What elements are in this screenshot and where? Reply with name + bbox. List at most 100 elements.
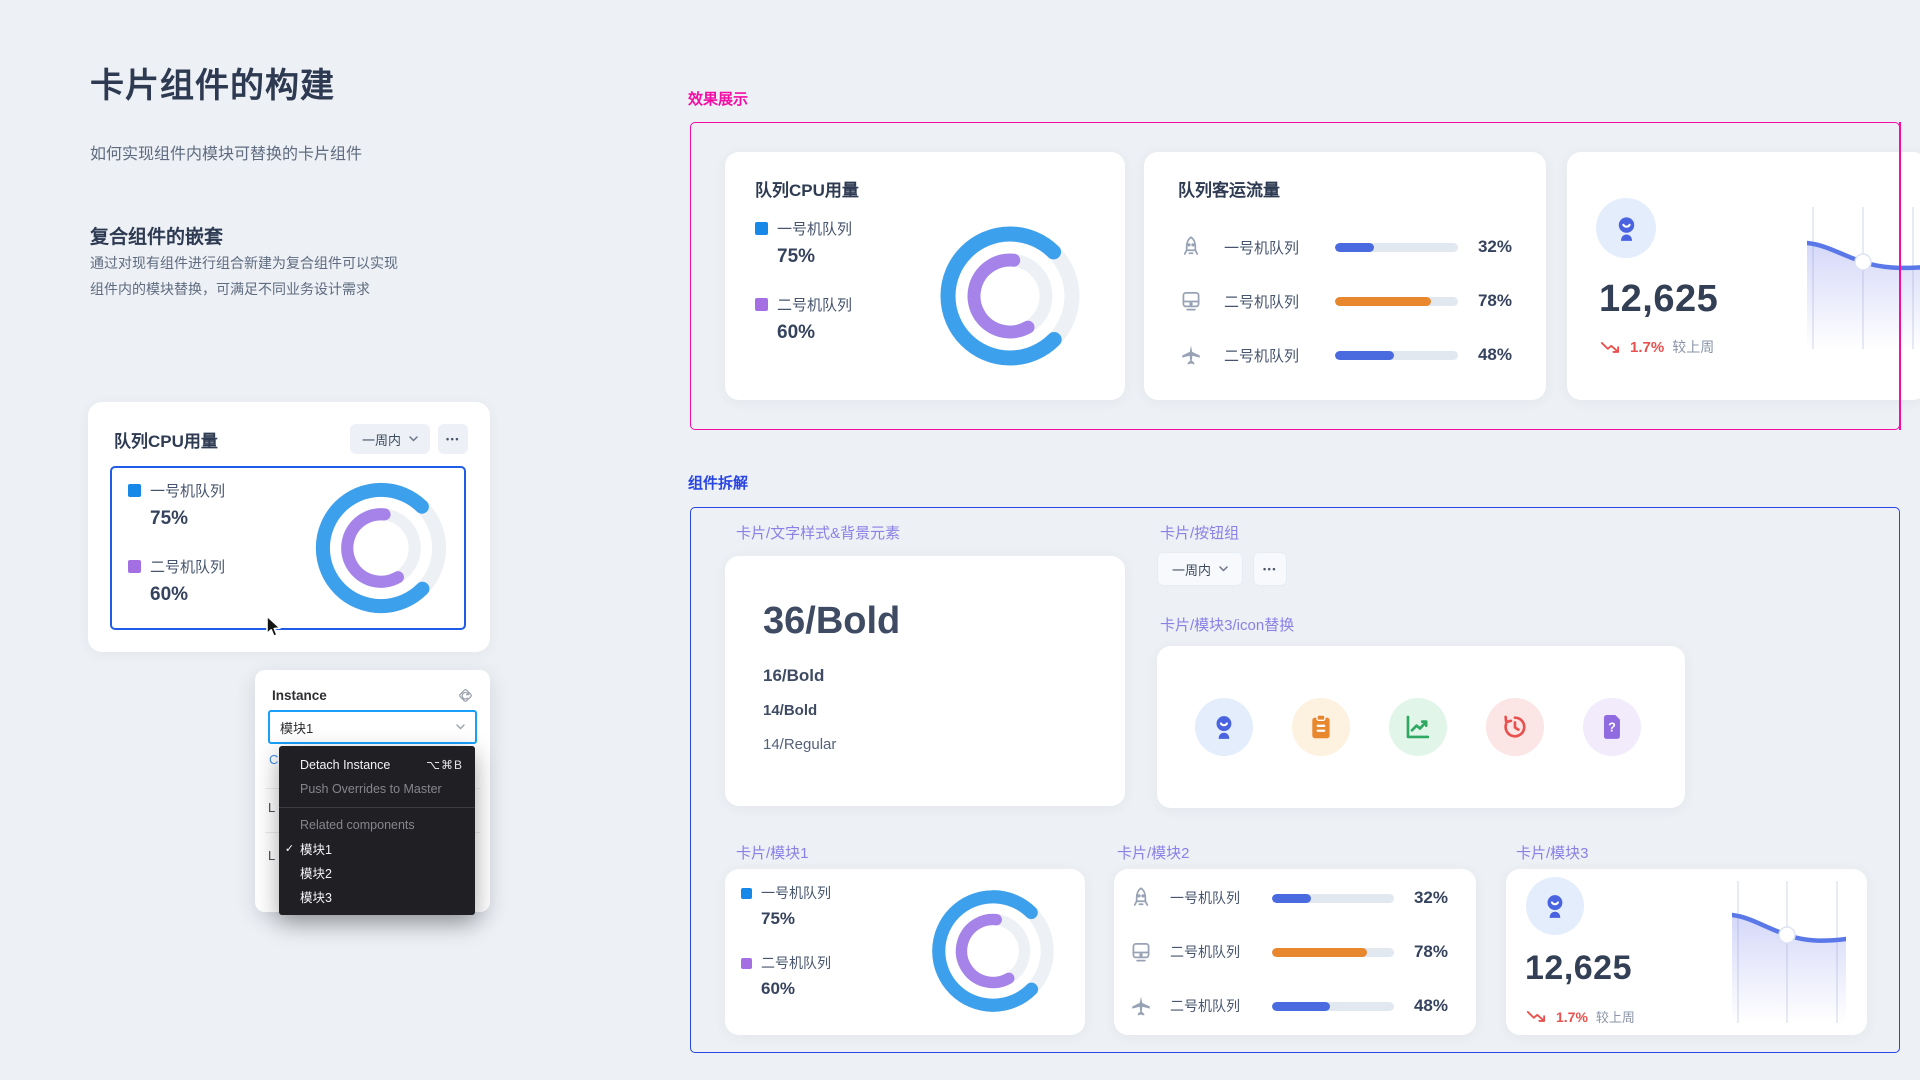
context-menu: Detach Instance ⌥⌘B Push Overrides to Ma… <box>279 746 475 915</box>
progress-track <box>1271 1001 1394 1011</box>
figma-selection-rect[interactable]: 一号机队列 75% 二号机队列 60% <box>110 466 466 630</box>
progress-fill <box>1335 242 1375 252</box>
rocket-icon <box>1128 885 1154 911</box>
progress-fill <box>1335 296 1431 306</box>
rocket-icon <box>1178 234 1204 260</box>
menu-item-push-overrides[interactable]: Push Overrides to Master <box>279 777 475 801</box>
section-body-line1: 通过对现有组件进行组合新建为复合组件可以实现 <box>90 255 398 271</box>
donut-legend: 一号机队列 75% 二号机队列 60% <box>755 218 852 344</box>
detach-instance-icon[interactable] <box>456 686 475 705</box>
legend-swatch-purple <box>741 957 752 969</box>
legend-swatch-purple <box>128 560 141 573</box>
text-style-16-bold: 16/Bold <box>763 666 825 685</box>
breakdown-heading: 组件拆解 <box>688 475 749 492</box>
trend-down-icon <box>1526 1009 1548 1024</box>
history-icon[interactable] <box>1486 698 1544 756</box>
chevron-down-icon <box>409 436 418 442</box>
stat-delta: 1.7% 较上周 <box>1600 337 1714 357</box>
legend-value: 60% <box>150 584 189 605</box>
legend-swatch-blue <box>128 484 141 497</box>
more-button[interactable]: ••• <box>1253 552 1288 586</box>
legend-swatch-blue <box>741 887 752 899</box>
icon-swap-card: ? <box>1157 646 1685 808</box>
legend-value: 75% <box>150 508 189 529</box>
section-heading: 复合组件的嵌套 <box>90 227 224 248</box>
flow-module: 一号机队列 32% 二号机队列 78% 二号机 <box>1128 871 1448 1033</box>
progress-track <box>1271 947 1394 957</box>
hidden-row-fragment: L <box>268 800 276 815</box>
card-title: 队列CPU用量 <box>114 431 218 451</box>
cpu-donut-chart <box>940 226 1080 366</box>
card-title: 队列CPU用量 <box>755 181 859 200</box>
text-styles-card: 36/Bold 16/Bold 14/Bold 14/Regular <box>725 556 1125 806</box>
menu-label: Detach Instance <box>300 758 391 772</box>
effects-heading: 效果展示 <box>688 91 749 108</box>
label-button-group: 卡片/按钮组 <box>1160 525 1240 542</box>
instance-dropdown-value: 模块1 <box>280 720 314 736</box>
donut-legend: 一号机队列 75% 二号机队列 60% <box>128 480 225 606</box>
range-dropdown-button[interactable]: 一周内 <box>1157 552 1244 586</box>
menu-label: 模块2 <box>300 866 332 881</box>
train-icon <box>1128 939 1154 965</box>
line-chart-icon[interactable] <box>1389 698 1447 756</box>
progress-row: 二号机队列 48% <box>1178 328 1512 382</box>
donut-legend: 一号机队列 75% 二号机队列 60% <box>741 883 831 999</box>
legend-item: 二号机队列 60% <box>741 953 831 999</box>
progress-track <box>1335 242 1458 252</box>
menu-item-module3[interactable]: 模块3 <box>279 884 475 908</box>
legend-item: 一号机队列 75% <box>755 218 852 268</box>
progress-row: 二号机队列 78% <box>1128 925 1448 979</box>
legend-item: 二号机队列 60% <box>755 294 852 344</box>
more-button[interactable]: ••• <box>438 424 468 454</box>
progress-fill <box>1271 1001 1331 1011</box>
progress-fill <box>1335 350 1395 360</box>
range-dropdown-button[interactable]: 一周内 <box>349 424 430 454</box>
label-module1: 卡片/模块1 <box>736 845 809 862</box>
module2-card: 一号机队列 32% 二号机队列 78% 二号机 <box>1114 869 1476 1035</box>
sparkline-chart <box>1732 881 1846 1023</box>
progress-track <box>1335 296 1458 306</box>
progress-row: 二号机队列 78% <box>1178 274 1512 328</box>
question-file-icon[interactable]: ? <box>1583 698 1641 756</box>
legend-label: 二号机队列 <box>150 559 226 576</box>
page-subtitle: 如何实现组件内模块可替换的卡片组件 <box>90 146 363 163</box>
text-style-36-bold: 36/Bold <box>763 600 901 642</box>
stat-value: 12,625 <box>1525 949 1632 987</box>
effects-flow-card: 队列客运流量 一号机队列 32% <box>1144 152 1546 400</box>
sparkline-chart <box>1807 207 1920 349</box>
module1-card: 一号机队列 75% 二号机队列 60% <box>725 869 1085 1035</box>
page-title: 卡片组件的构建 <box>90 67 335 105</box>
range-label: 一周内 <box>361 432 401 448</box>
text-style-14-regular: 14/Regular <box>763 736 837 753</box>
clipboard-icon[interactable] <box>1292 698 1350 756</box>
legend-item: 一号机队列 75% <box>128 480 225 530</box>
label-icon-swap: 卡片/模块3/icon替换 <box>1160 617 1295 634</box>
progress-row: 二号机队列 48% <box>1128 979 1448 1033</box>
menu-label: Push Overrides to Master <box>300 782 442 796</box>
train-icon <box>1178 288 1204 314</box>
webcam-icon <box>1526 877 1584 935</box>
breakdown-frame <box>690 507 1900 1053</box>
stat-value: 12,625 <box>1599 278 1719 320</box>
menu-item-detach-instance[interactable]: Detach Instance ⌥⌘B <box>279 753 475 777</box>
webcam-icon <box>1596 198 1656 258</box>
menu-item-module1[interactable]: ✓ 模块1 <box>279 836 475 860</box>
svg-text:?: ? <box>1608 721 1616 735</box>
instance-panel-title: Instance <box>272 688 327 703</box>
trend-down-icon <box>1600 340 1622 355</box>
plane-icon <box>1178 342 1204 368</box>
progress-row: 一号机队列 32% <box>1128 871 1448 925</box>
menu-section-header: Related components <box>300 818 415 832</box>
progress-track <box>1335 350 1458 360</box>
cpu-donut-chart <box>315 482 447 614</box>
label-module3: 卡片/模块3 <box>1516 845 1589 862</box>
webcam-icon[interactable] <box>1195 698 1253 756</box>
progress-fill <box>1271 893 1311 903</box>
menu-divider <box>279 807 475 808</box>
flow-module: 一号机队列 32% 二号机队列 78% 二号机 <box>1178 220 1512 382</box>
stat-delta: 1.7% 较上周 <box>1526 1007 1635 1026</box>
menu-label: 模块3 <box>300 890 332 905</box>
instance-dropdown[interactable]: 模块1 <box>268 710 477 744</box>
menu-item-module2[interactable]: 模块2 <box>279 860 475 884</box>
module3-card: 12,625 1.7% 较上周 <box>1506 869 1867 1035</box>
